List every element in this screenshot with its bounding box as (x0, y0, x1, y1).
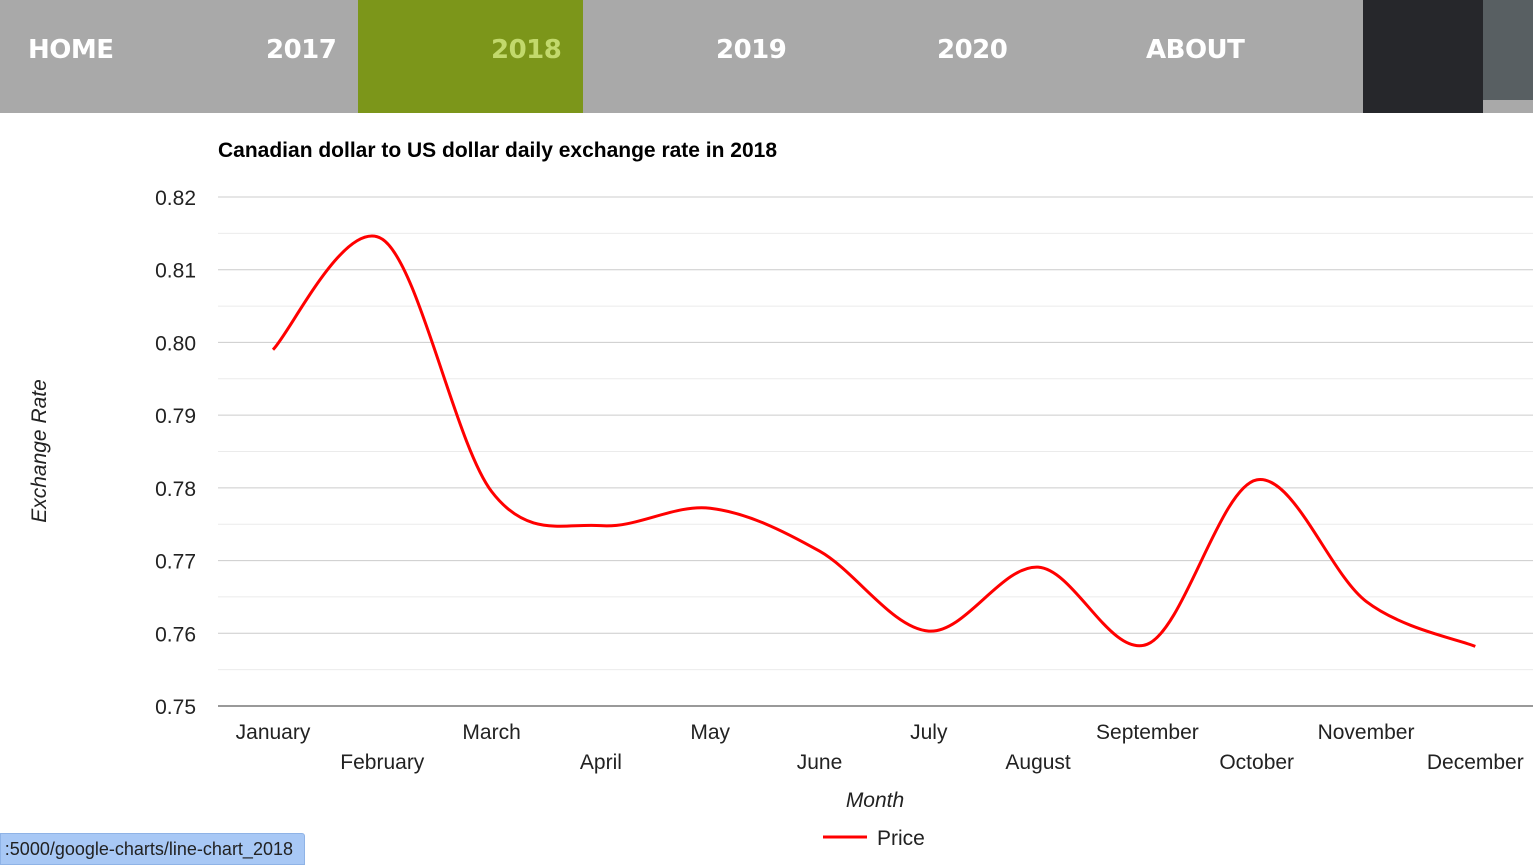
nav-active-highlight (358, 0, 583, 113)
x-tick-label: March (462, 721, 520, 744)
y-tick-label: 0.77 (155, 551, 196, 574)
y-axis-ticks: 0.82 0.81 0.80 0.79 0.78 0.77 0.76 0.75 (155, 187, 196, 719)
status-url-text: :5000/google-charts/line-chart_2018 (4, 839, 293, 859)
y-tick-label: 0.78 (155, 478, 196, 501)
x-axis-title: Month (846, 789, 904, 812)
top-nav: HOME 2017 2018 2019 2020 ABOUT (0, 0, 1533, 113)
line-chart: Canadian dollar to US dollar daily excha… (28, 139, 1533, 850)
chart-title: Canadian dollar to US dollar daily excha… (218, 139, 777, 162)
nav-item-home[interactable]: HOME (28, 35, 114, 65)
x-axis-ticks: January February March April May June July Augu… (236, 721, 1524, 774)
nav-item-2019[interactable]: 2019 (716, 35, 787, 65)
x-tick-label: April (580, 751, 622, 774)
x-tick-label: February (340, 751, 425, 774)
y-tick-label: 0.79 (155, 405, 196, 428)
x-tick-label: November (1318, 721, 1415, 744)
x-tick-label: May (690, 721, 730, 744)
y-tick-label: 0.80 (155, 332, 196, 355)
y-tick-label: 0.81 (155, 260, 196, 283)
chart-grid (218, 196, 1533, 707)
x-tick-label: September (1096, 721, 1199, 744)
y-tick-label: 0.82 (155, 187, 196, 210)
nav-item-2020[interactable]: 2020 (937, 35, 1008, 65)
x-tick-label: January (236, 721, 311, 744)
y-tick-label: 0.76 (155, 623, 196, 646)
x-tick-label: July (910, 721, 948, 744)
x-tick-label: December (1427, 751, 1524, 774)
nav-item-2018[interactable]: 2018 (491, 35, 562, 65)
nav-item-2017[interactable]: 2017 (266, 35, 337, 65)
legend-label-price: Price (877, 827, 925, 850)
x-tick-label: October (1219, 751, 1294, 774)
nav-item-about[interactable]: ABOUT (1146, 35, 1245, 65)
x-tick-label: June (797, 751, 843, 774)
nav-slate-block (1483, 0, 1533, 100)
y-axis-title: Exchange Rate (28, 379, 51, 523)
chart-series (271, 234, 1476, 648)
y-tick-label: 0.75 (155, 696, 196, 719)
x-tick-label: August (1005, 751, 1071, 774)
chart-legend: Price (823, 827, 925, 850)
status-bar-url: :5000/google-charts/line-chart_2018 (0, 833, 305, 865)
series-line-price (271, 234, 1476, 648)
nav-dark-block (1363, 0, 1483, 113)
